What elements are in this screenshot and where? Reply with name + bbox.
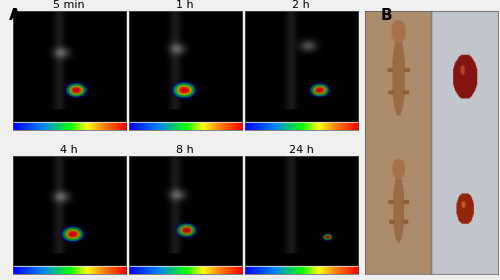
Title: 2 h: 2 h [292,1,310,10]
Title: 24 h: 24 h [289,145,314,155]
Text: A: A [9,8,21,24]
Title: 5 min: 5 min [54,1,85,10]
Text: B: B [381,8,392,24]
Title: 1 h: 1 h [176,1,194,10]
Title: 4 h: 4 h [60,145,78,155]
Title: 8 h: 8 h [176,145,194,155]
